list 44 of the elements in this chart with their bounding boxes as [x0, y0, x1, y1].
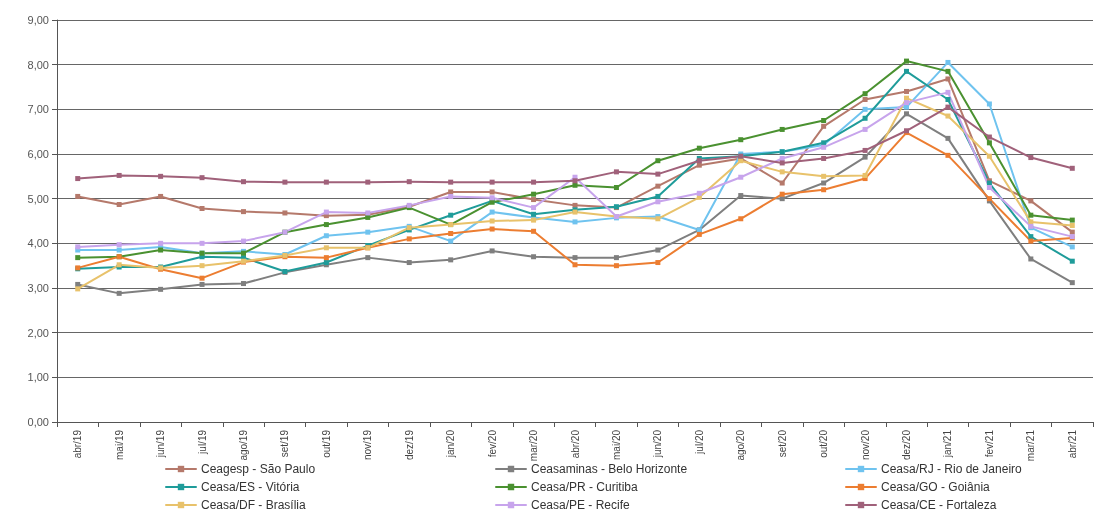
- y-tick-label: 2,00: [27, 326, 49, 339]
- y-tick-label: 5,00: [27, 192, 49, 205]
- x-tick-label: mar/20: [528, 429, 540, 462]
- x-tick-label: mai/19: [113, 429, 125, 461]
- y-tick-label: 4,00: [27, 237, 49, 250]
- x-tick-label: out/20: [818, 429, 830, 458]
- legend-label: Ceasaminas - Belo Horizonte: [531, 462, 688, 476]
- x-tick-label: jun/19: [155, 429, 167, 459]
- legend-label: Ceasa/PR - Curitiba: [531, 480, 639, 494]
- y-tick-label: 7,00: [27, 103, 49, 116]
- x-tick-label: jan/20: [445, 429, 457, 459]
- x-tick-label: jul/19: [196, 429, 208, 455]
- legend-label: Ceasa/CE - Fortaleza: [881, 498, 997, 512]
- y-tick-label: 1,00: [27, 371, 49, 384]
- x-tick-label: set/19: [279, 429, 291, 458]
- x-tick-label: nov/20: [859, 429, 871, 461]
- legend-label: Ceagesp - São Paulo: [201, 462, 316, 476]
- x-tick-label: abr/21: [1066, 429, 1078, 459]
- legend-label: Ceasa/PE - Recife: [531, 498, 631, 512]
- y-tick-label: 9,00: [27, 14, 49, 26]
- x-tick-label: ago/20: [735, 429, 747, 461]
- legend-label: Ceasa/RJ - Rio de Janeiro: [881, 462, 1023, 476]
- x-tick-label: jun/20: [652, 429, 664, 459]
- x-tick-label: mai/20: [610, 429, 622, 461]
- legend-label: Ceasa/DF - Brasília: [201, 498, 307, 512]
- x-tick-label: out/19: [320, 429, 332, 458]
- x-tick-label: dez/19: [403, 429, 415, 461]
- x-tick-label: fev/20: [486, 429, 498, 458]
- x-tick-label: mar/21: [1025, 429, 1037, 462]
- y-tick-label: 0,00: [27, 416, 49, 428]
- y-tick-label: 3,00: [27, 282, 49, 294]
- x-tick-label: jul/20: [693, 429, 705, 455]
- x-tick-label: nov/19: [362, 429, 374, 461]
- x-tick-label: ago/19: [237, 429, 249, 461]
- y-tick-label: 8,00: [27, 58, 49, 71]
- legend-label: Ceasa/GO - Goiânia: [881, 480, 991, 494]
- x-tick-label: abr/20: [569, 429, 581, 459]
- x-tick-label: abr/19: [72, 429, 84, 459]
- x-tick-label: dez/20: [901, 429, 913, 461]
- x-tick-label: fev/21: [983, 429, 995, 458]
- legend-label: Ceasa/ES - Vitória: [201, 480, 300, 494]
- x-tick-label: set/20: [776, 429, 788, 458]
- y-tick-label: 6,00: [27, 148, 49, 160]
- x-tick-label: jan/21: [942, 429, 954, 459]
